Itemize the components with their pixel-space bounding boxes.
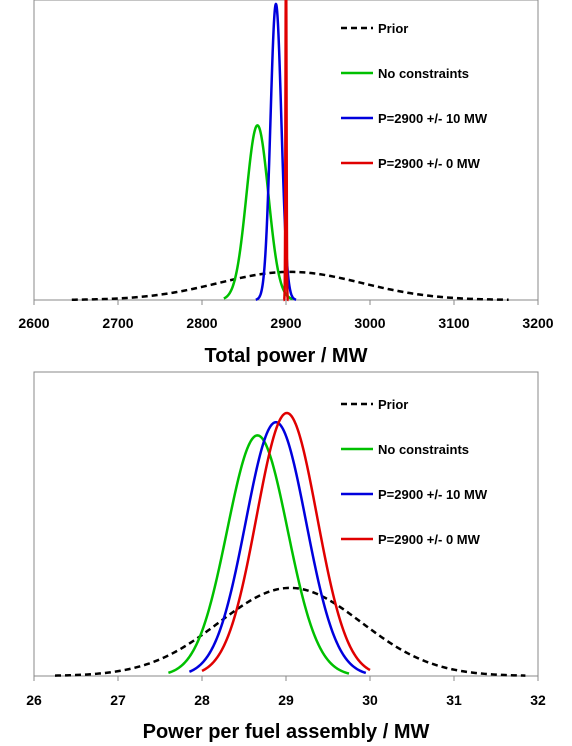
legend-label: P=2900 +/- 10 MW (378, 111, 488, 126)
legend-label: P=2900 +/- 10 MW (378, 487, 488, 502)
x-tick-label: 29 (278, 692, 294, 708)
legend-label: No constraints (378, 442, 469, 457)
legend-label: P=2900 +/- 0 MW (378, 156, 481, 171)
legend: Prior No constraints P=2900 +/- 10 MW P=290… (341, 397, 488, 547)
legend-label: Prior (378, 21, 408, 36)
x-tick-label: 2700 (102, 315, 133, 331)
x-tick-label: 2600 (18, 315, 49, 331)
series-line-p-2900-0-mw (202, 413, 370, 671)
x-tick-label: 32 (530, 692, 546, 708)
x-tick-label: 2800 (186, 315, 217, 331)
x-tick-label: 3200 (522, 315, 553, 331)
x-axis-label: Power per fuel assembly / MW (143, 721, 430, 743)
series-line-p-2900-0-mw (283, 0, 288, 300)
series-line-no-constraints (168, 435, 349, 673)
chart-2: 26 27 28 29 30 31 32 Power per fuel assembly / … (26, 372, 546, 743)
chart-1: 2600 2700 2800 2900 3000 3100 3200 Total power … (18, 0, 553, 367)
x-tick-label: 30 (362, 692, 378, 708)
legend-label: No constraints (378, 66, 469, 81)
legend: Prior No constraints P=2900 +/- 10 MW P=290… (341, 21, 488, 171)
x-tick-label: 28 (194, 692, 210, 708)
x-tick-label: 26 (26, 692, 42, 708)
series-line-p-2900-10-mw (189, 422, 365, 673)
x-tick-label: 3000 (354, 315, 385, 331)
x-tick-label: 31 (446, 692, 462, 708)
legend-label: Prior (378, 397, 408, 412)
series-line-prior (55, 588, 525, 676)
x-tick-label: 27 (110, 692, 126, 708)
x-tick-label: 2900 (270, 315, 301, 331)
x-axis-label: Total power / MW (205, 345, 368, 367)
legend-label: P=2900 +/- 0 MW (378, 532, 481, 547)
x-tick-label: 3100 (438, 315, 469, 331)
